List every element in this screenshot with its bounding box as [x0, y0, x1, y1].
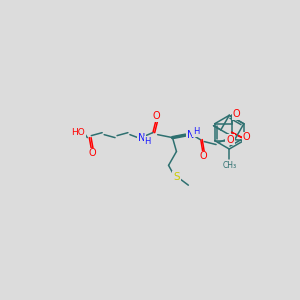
Text: H: H [145, 137, 151, 146]
Text: N: N [138, 133, 146, 142]
Text: HO: HO [71, 128, 85, 137]
Text: S: S [173, 172, 180, 182]
Text: O: O [200, 152, 207, 161]
Text: O: O [233, 109, 240, 119]
Text: H: H [193, 127, 200, 136]
Text: N: N [187, 130, 194, 140]
Text: O: O [242, 133, 250, 142]
Text: O: O [153, 111, 160, 121]
Text: O: O [226, 135, 234, 145]
Text: CH₃: CH₃ [222, 160, 236, 169]
Text: O: O [88, 148, 96, 158]
